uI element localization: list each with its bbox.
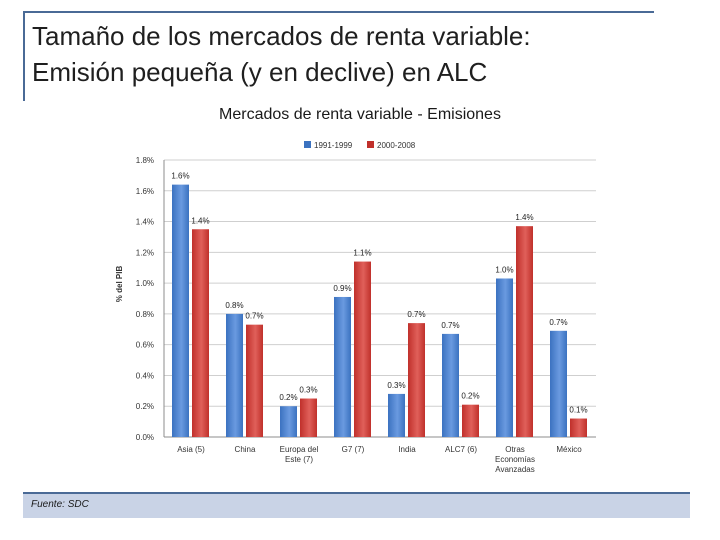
bar-2 — [462, 404, 479, 437]
bar-2 — [570, 418, 587, 437]
bar-1 — [172, 184, 189, 437]
slide-title: Tamaño de los mercados de renta variable… — [32, 18, 692, 90]
footer-bar: Fuente: SDC — [23, 492, 690, 518]
data-label: 1.1% — [353, 249, 371, 258]
y-tick-label: 0.0% — [136, 433, 154, 442]
y-tick-label: 1.8% — [136, 156, 154, 165]
bar-1 — [334, 296, 351, 437]
data-label: 1.0% — [495, 265, 513, 274]
x-category-label: Otras — [505, 445, 525, 454]
bar-1 — [388, 393, 405, 437]
bar-1 — [496, 278, 513, 437]
bar-2 — [192, 229, 209, 437]
y-tick-label: 1.6% — [136, 187, 154, 196]
chart-heading: Mercados de renta variable - Emisiones — [219, 106, 501, 123]
data-label: 1.6% — [171, 172, 189, 181]
data-label: 0.7% — [549, 318, 567, 327]
data-label: 1.4% — [515, 213, 533, 222]
bar-1 — [280, 406, 297, 437]
y-tick-label: 1.2% — [136, 248, 154, 257]
bar-2 — [300, 398, 317, 437]
x-category-label: ALC7 (6) — [445, 445, 477, 454]
slide-title-line-1: Tamaño de los mercados de renta variable… — [32, 21, 531, 51]
data-label: 1.4% — [191, 216, 209, 225]
legend-label: 1991-1999 — [314, 141, 353, 150]
data-label: 0.7% — [407, 310, 425, 319]
bar-2 — [516, 226, 533, 437]
y-tick-label: 1.4% — [136, 218, 154, 227]
x-category-label: G7 (7) — [342, 445, 365, 454]
data-label: 0.3% — [387, 381, 405, 390]
y-tick-label: 0.2% — [136, 402, 154, 411]
x-category-label: México — [556, 445, 582, 454]
data-label: 0.7% — [245, 312, 263, 321]
data-label: 0.1% — [569, 406, 587, 415]
y-tick-label: 0.6% — [136, 341, 154, 350]
y-tick-label: 1.0% — [136, 279, 154, 288]
y-tick-label: 0.8% — [136, 310, 154, 319]
legend-swatch — [367, 141, 374, 148]
bar-2 — [246, 324, 263, 437]
legend-swatch — [304, 141, 311, 148]
data-label: 0.3% — [299, 386, 317, 395]
x-category-label: Asia (5) — [177, 445, 205, 454]
bar-2 — [354, 261, 371, 437]
slide-title-line-2: Emisión pequeña (y en declive) en ALC — [32, 57, 488, 87]
x-category-label: Economías — [495, 455, 535, 464]
footer-source: Fuente: SDC — [31, 499, 89, 510]
y-axis-title: % del PIB — [115, 266, 124, 303]
data-label: 0.2% — [461, 392, 479, 401]
y-tick-label: 0.4% — [136, 371, 154, 380]
x-category-label: Este (7) — [285, 455, 313, 464]
data-label: 0.7% — [441, 321, 459, 330]
data-label: 0.9% — [333, 284, 351, 293]
legend-label: 2000-2008 — [377, 141, 416, 150]
data-label: 0.8% — [225, 301, 243, 310]
slide-frame-left-line — [23, 11, 25, 101]
data-label: 0.2% — [279, 393, 297, 402]
x-category-label: China — [235, 445, 256, 454]
x-category-label: Avanzadas — [495, 465, 534, 474]
x-category-label: India — [398, 445, 416, 454]
slide-frame-top-line — [23, 11, 654, 13]
bar-1 — [442, 333, 459, 437]
bar-1 — [226, 313, 243, 437]
bar-1 — [550, 330, 567, 437]
bar-2 — [408, 323, 425, 437]
x-category-label: Europa del — [280, 445, 319, 454]
